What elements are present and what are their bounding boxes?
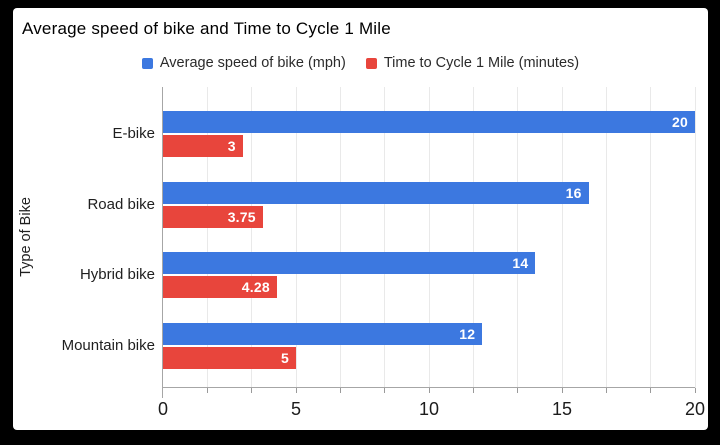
gridline xyxy=(428,87,430,388)
bar-speed-hybrid-bike: 14 xyxy=(163,252,536,274)
bar-value-label: 3 xyxy=(227,138,236,154)
x-tick-label: 0 xyxy=(157,399,168,419)
x-tick-label: 20 xyxy=(684,399,706,419)
tick-mark xyxy=(472,388,474,393)
chart-card: Average speed of bike and Time to Cycle … xyxy=(13,8,708,430)
bar-value-label: 5 xyxy=(281,349,289,366)
x-axis-line xyxy=(162,387,695,388)
y-axis-line xyxy=(162,87,163,398)
tick-mark xyxy=(295,388,297,393)
bar-speed-e-bike: 20 xyxy=(163,111,695,133)
bar-value-label: 12 xyxy=(459,325,476,342)
bar-value-label: 16 xyxy=(565,184,582,201)
tick-mark xyxy=(251,388,253,393)
tick-mark xyxy=(650,388,652,393)
plot-area: 20 3 E-bike 16 3.75 Road bike 14 4.28 Hybrid bik… xyxy=(62,87,705,419)
gridline xyxy=(251,87,253,388)
bar-time-mountain-bike: 5 xyxy=(163,346,296,369)
gridline xyxy=(605,87,607,388)
gridline xyxy=(694,87,696,388)
tick-mark xyxy=(605,388,607,393)
tick-mark xyxy=(206,388,208,393)
gridline xyxy=(561,87,563,388)
category-label: E-bike xyxy=(112,125,155,142)
legend-swatch-time-icon xyxy=(365,57,377,69)
gridline xyxy=(206,87,208,388)
tick-mark xyxy=(517,388,519,393)
gridline xyxy=(472,87,474,388)
legend-item-time: Time to Cycle 1 Mile (minutes) xyxy=(365,55,580,71)
x-tick-label: 10 xyxy=(418,399,440,419)
tick-mark xyxy=(694,388,696,393)
tick-mark xyxy=(384,388,386,393)
gridline xyxy=(384,87,386,388)
gridline xyxy=(650,87,652,388)
y-axis-title: Type of Bike xyxy=(18,197,34,277)
bar-time-road-bike: 3.75 xyxy=(163,205,263,228)
tick-mark xyxy=(428,388,430,393)
gridline xyxy=(295,87,297,388)
tick-mark xyxy=(561,388,563,393)
chart-title: Average speed of bike and Time to Cycle … xyxy=(22,19,391,38)
category-label: Mountain bike xyxy=(61,336,155,354)
x-tick-label: 15 xyxy=(551,399,573,419)
legend: Average speed of bike (mph) Time to Cycl… xyxy=(13,55,708,71)
category-label: Road bike xyxy=(87,195,155,213)
bar-value-label: 20 xyxy=(672,114,688,130)
bar-time-e-bike: 3 xyxy=(163,135,243,157)
bar-value-label: 4.28 xyxy=(241,279,270,295)
gridline xyxy=(517,87,519,388)
bar-time-hybrid-bike: 4.28 xyxy=(163,276,277,298)
bar-speed-road-bike: 16 xyxy=(163,181,589,204)
legend-label-time: Time to Cycle 1 Mile (minutes) xyxy=(383,55,580,71)
legend-label-speed: Average speed of bike (mph) xyxy=(159,55,346,71)
bar-value-label: 3.75 xyxy=(227,208,256,225)
legend-item-speed: Average speed of bike (mph) xyxy=(141,55,346,71)
legend-swatch-speed-icon xyxy=(141,57,153,69)
bar-speed-mountain-bike: 12 xyxy=(163,322,483,345)
bar-value-label: 14 xyxy=(512,255,529,271)
tick-mark xyxy=(339,388,341,393)
category-label: Hybrid bike xyxy=(79,266,155,283)
gridline xyxy=(339,87,341,388)
x-tick-label: 5 xyxy=(290,399,301,419)
